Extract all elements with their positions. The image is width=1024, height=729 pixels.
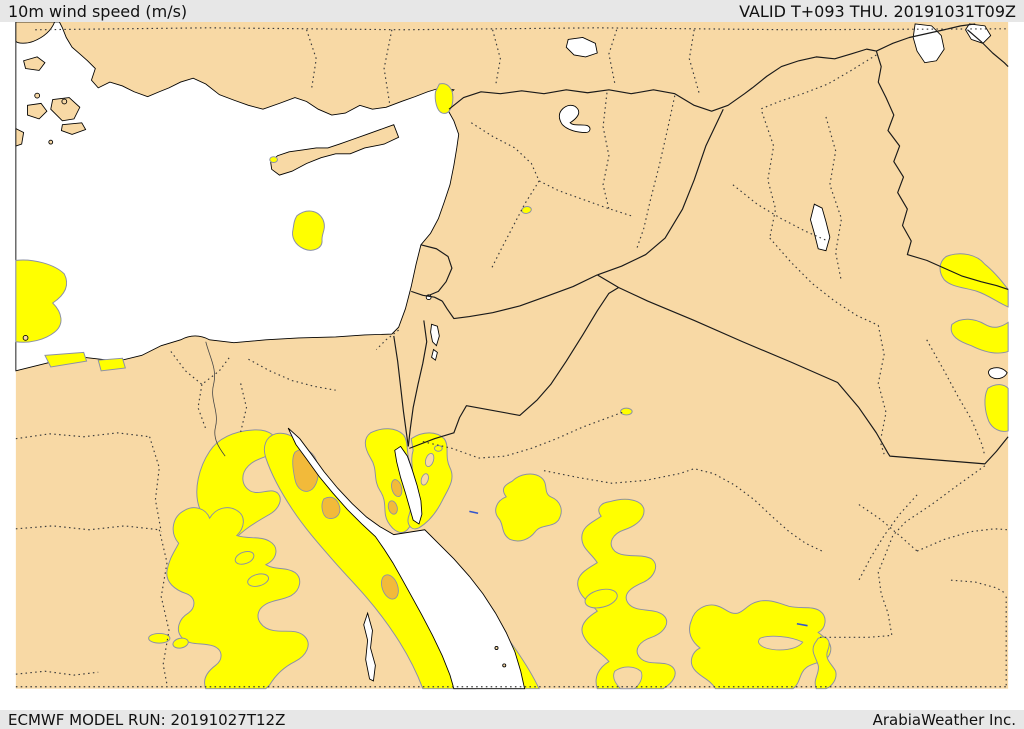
cyprus-island (270, 124, 400, 176)
model-run-label: ECMWF MODEL RUN: 20191027T12Z (8, 710, 286, 729)
lake-tuz (565, 37, 598, 58)
gulf-of-aqaba (394, 445, 423, 525)
map-canvas (15, 22, 1009, 690)
lake-tharthar (810, 203, 831, 252)
cyprus-wind-dot (269, 156, 278, 163)
country-borders (393, 23, 1009, 465)
chios-island (27, 102, 48, 120)
nile-river (205, 341, 226, 457)
rivers (205, 341, 808, 627)
valid-time-label: VALID T+093 THU. 20191031T09Z (739, 1, 1016, 21)
rhodes-island (50, 97, 81, 122)
dead-sea (430, 323, 440, 347)
header-bar: 10m wind speed (m/s) VALID T+093 THU. 20… (0, 0, 1024, 22)
islands (15, 22, 507, 668)
land-holes (420, 452, 804, 690)
karpathos-island (15, 127, 25, 147)
footer-bar: ECMWF MODEL RUN: 20191027T12Z ArabiaWeat… (0, 710, 1024, 729)
sea-wind-patches (15, 83, 454, 372)
seas-and-lakes (15, 22, 1008, 690)
lake-nasser (363, 611, 376, 682)
lake-assad (558, 104, 591, 133)
samos-island (60, 122, 87, 135)
lake-razzaza (988, 367, 1008, 380)
corner-land (15, 22, 56, 44)
lake-urmia (912, 23, 945, 64)
admin-borders (15, 27, 1009, 689)
lesbos-island (23, 56, 46, 71)
map-title: 10m wind speed (m/s) (8, 1, 188, 21)
brand-label: ArabiaWeather Inc. (872, 710, 1016, 729)
weather-map (0, 22, 1024, 710)
red-sea-gulf-of-suez (287, 427, 526, 690)
